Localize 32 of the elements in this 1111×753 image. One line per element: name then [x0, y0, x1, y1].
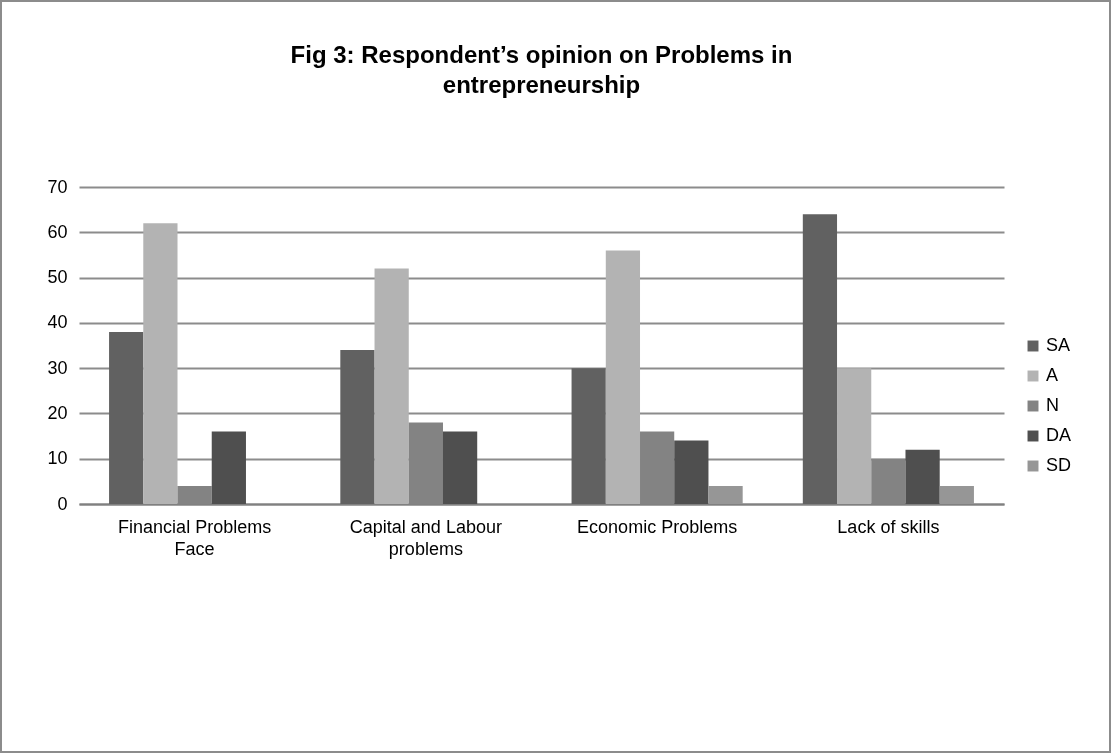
x-tick-label: Lack of skills [837, 516, 940, 537]
y-tick-label: 50 [47, 267, 68, 288]
y-tick-label: 10 [47, 448, 68, 469]
y-tick-label: 60 [47, 221, 68, 242]
bar [211, 431, 246, 504]
x-tick-label: Economic Problems [577, 516, 738, 537]
x-tick-label: Capital and Labour problems [349, 516, 502, 559]
bar [340, 350, 375, 504]
y-tick-label: 0 [57, 493, 68, 514]
bar [708, 485, 743, 504]
bar [802, 214, 838, 504]
chart-title: Fig 3: Respondent’s opinion on Problems in entrepreneurship [290, 41, 793, 98]
bar [674, 440, 709, 504]
bar [571, 368, 606, 504]
bar [374, 268, 409, 504]
y-tick-label: 20 [47, 402, 68, 423]
legend-label: SA [1046, 335, 1071, 355]
x-tick-label: Financial Problems Face [118, 516, 272, 559]
legend-label: A [1046, 365, 1059, 385]
legend-label: N [1046, 395, 1059, 415]
y-tick-label: 30 [47, 357, 68, 378]
legend-label: SD [1046, 455, 1072, 475]
bar [442, 431, 478, 504]
bar [939, 485, 974, 504]
y-tick-label: 40 [47, 312, 68, 333]
bar [605, 250, 641, 504]
bar [109, 331, 144, 504]
bar [143, 223, 178, 504]
bar [905, 449, 940, 504]
legend-label: DA [1046, 425, 1072, 445]
y-tick-label: 70 [47, 176, 68, 197]
bar [837, 368, 872, 504]
